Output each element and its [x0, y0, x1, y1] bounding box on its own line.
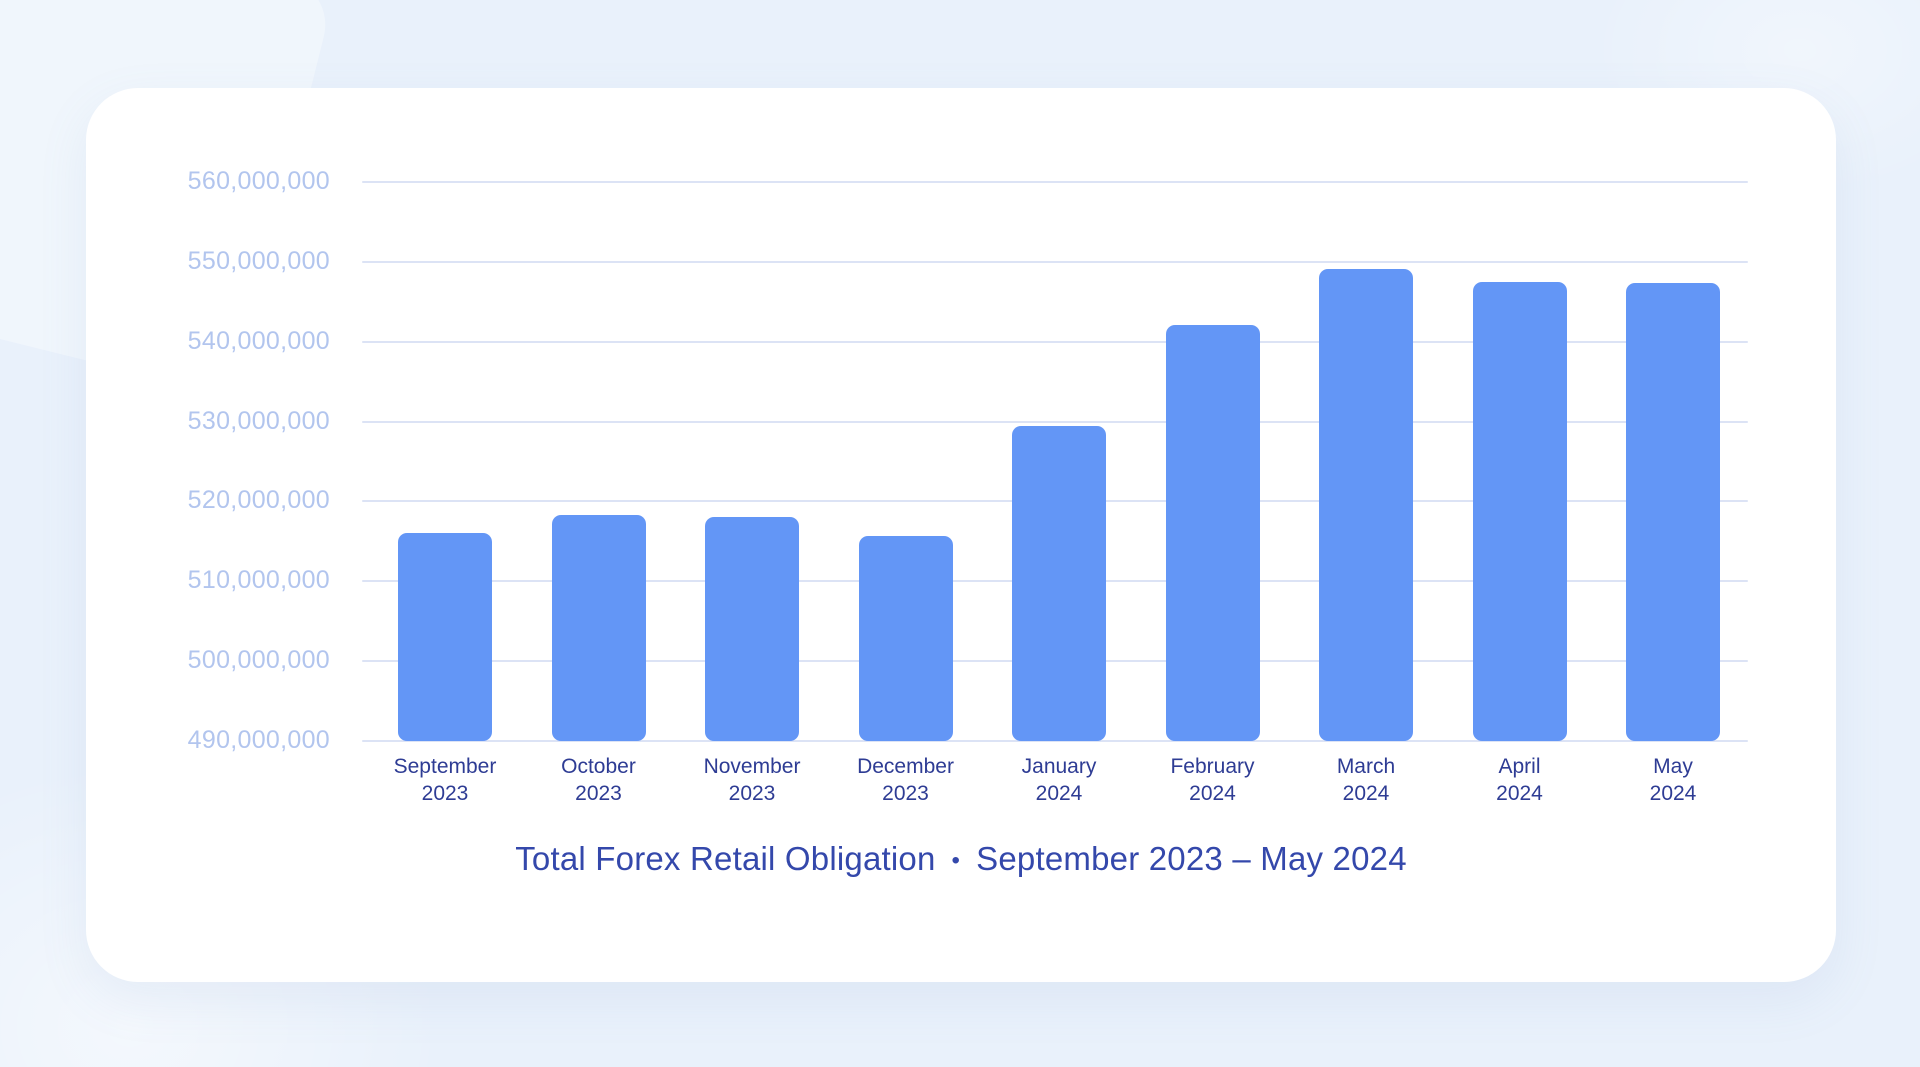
- gridline-530000000: [362, 420, 1748, 423]
- x-axis-month-label: December: [857, 755, 954, 778]
- title-separator-dot: •: [951, 847, 961, 874]
- x-axis-year-label: 2023: [421, 782, 469, 805]
- chart-card: 490,000,000 500,000,000 510,000,000 520,000…: [86, 88, 1836, 982]
- x-axis-tick-label: December 2023: [826, 753, 986, 807]
- bar-december-2023[interactable]: [858, 535, 953, 741]
- bar-november-2023[interactable]: [705, 517, 799, 741]
- chart-title: Total Forex Retail Obligation • Septembe…: [86, 840, 1836, 878]
- x-axis-tick-label: May 2024: [1593, 753, 1753, 807]
- y-axis-tick-label: 540,000,000: [187, 326, 330, 355]
- x-axis-year-label: 2023: [728, 782, 776, 805]
- x-axis-year-label: 2024: [1189, 782, 1236, 805]
- x-axis-month-label: October: [561, 755, 636, 778]
- x-axis-year-label: 2024: [1496, 782, 1543, 805]
- x-axis-month-label: May: [1653, 755, 1693, 778]
- gridline-560000000: [362, 181, 1748, 183]
- gridline-550000000: [362, 260, 1748, 263]
- x-axis-tick-label: April 2024: [1440, 753, 1600, 807]
- x-axis-tick-label: October 2023: [519, 753, 679, 807]
- y-axis-tick-label: 500,000,000: [187, 646, 330, 675]
- x-axis-year-label: 2024: [1342, 782, 1390, 805]
- chart-title-text: Total Forex Retail Obligation: [515, 840, 936, 877]
- bar-september-2023[interactable]: [398, 533, 492, 741]
- y-axis-tick-label: 550,000,000: [187, 246, 330, 275]
- chart-date-range: September 2023 – May 2024: [976, 840, 1407, 877]
- bar-february-2024[interactable]: [1165, 324, 1260, 741]
- x-axis-month-label: September: [393, 755, 497, 778]
- y-axis-tick-label: 560,000,000: [187, 167, 330, 195]
- x-axis-year-label: 2024: [1649, 782, 1697, 805]
- y-axis-tick-label: 520,000,000: [187, 486, 330, 515]
- gridline-540000000: [362, 340, 1748, 343]
- x-axis-tick-label: February 2024: [1133, 753, 1293, 807]
- x-axis-year-label: 2023: [882, 782, 929, 805]
- bar-january-2024[interactable]: [1012, 425, 1106, 741]
- bar-april-2024[interactable]: [1472, 281, 1567, 741]
- x-axis-year-label: 2023: [575, 782, 622, 805]
- x-axis-month-label: February: [1170, 755, 1255, 778]
- bar-october-2023[interactable]: [551, 515, 646, 741]
- y-axis-tick-label: 530,000,000: [187, 406, 330, 435]
- y-axis-tick-label: 490,000,000: [187, 726, 330, 754]
- x-axis-month-label: January: [1021, 755, 1097, 778]
- x-axis-year-label: 2024: [1035, 782, 1083, 805]
- bar-march-2024[interactable]: [1319, 269, 1413, 741]
- bar-chart: 490,000,000 500,000,000 510,000,000 520,000…: [86, 88, 1836, 982]
- x-axis-tick-label: September 2023: [365, 753, 525, 807]
- x-axis-tick-label: November 2023: [672, 753, 832, 807]
- gridline-490000000: [362, 740, 1748, 742]
- x-axis-month-label: April: [1498, 755, 1541, 778]
- x-axis-month-label: November: [703, 755, 801, 778]
- bar-may-2024[interactable]: [1626, 282, 1720, 741]
- x-axis-month-label: March: [1336, 755, 1396, 778]
- x-axis-tick-label: January 2024: [979, 753, 1139, 807]
- y-axis-tick-label: 510,000,000: [187, 566, 330, 595]
- x-axis-tick-label: March 2024: [1286, 753, 1446, 807]
